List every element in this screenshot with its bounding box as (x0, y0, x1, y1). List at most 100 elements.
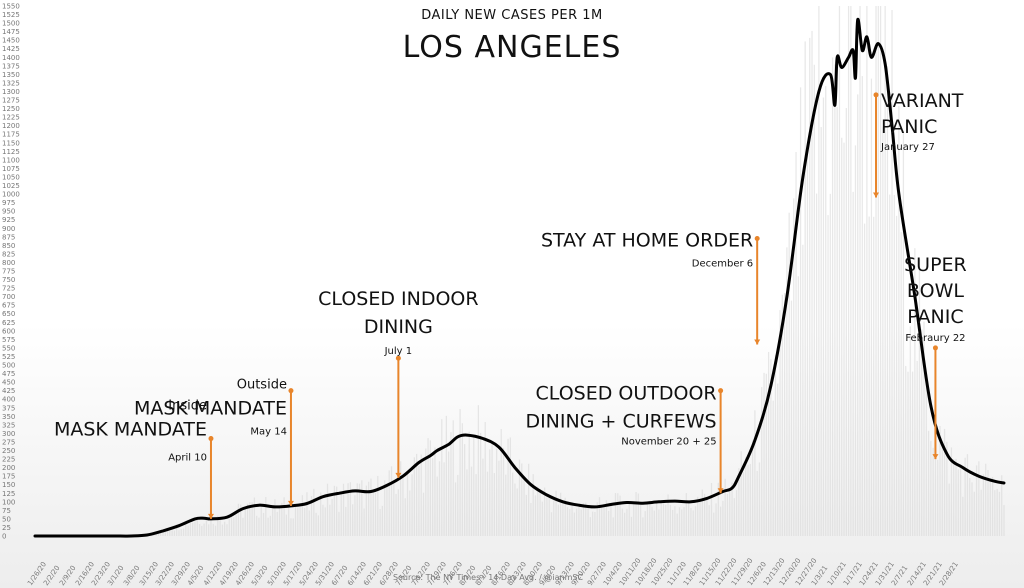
daily-bar (964, 457, 966, 536)
daily-bar (413, 457, 416, 536)
daily-bar (932, 447, 934, 536)
y-tick-label: 1275 (2, 97, 20, 105)
daily-bar (681, 509, 683, 536)
daily-bar (500, 428, 502, 536)
daily-bar (925, 378, 927, 536)
daily-bar (719, 506, 722, 536)
daily-bar (208, 524, 210, 536)
daily-bar (203, 523, 205, 536)
daily-bar (326, 483, 329, 536)
daily-bar (671, 509, 674, 536)
annotation-label: DINING (364, 316, 433, 338)
cases-line (33, 18, 1006, 538)
daily-bar (384, 480, 386, 536)
daily-bar (975, 465, 978, 536)
daily-bar (317, 515, 320, 536)
daily-bar (395, 493, 397, 536)
daily-bar (946, 441, 948, 536)
daily-bar (370, 478, 372, 536)
daily-bar (996, 488, 998, 536)
daily-bar (397, 489, 400, 536)
daily-bar (987, 470, 989, 536)
daily-bar (386, 487, 388, 536)
daily-bar (525, 494, 527, 536)
daily-bar (815, 193, 818, 536)
chart-subtitle: DAILY NEW CASES PER 1M (421, 8, 603, 23)
daily-bar (342, 483, 345, 536)
daily-bar (354, 495, 356, 536)
daily-bar (507, 438, 509, 536)
daily-bar (580, 509, 582, 536)
daily-bar (228, 518, 230, 536)
daily-bar (831, 57, 834, 536)
daily-bar (491, 441, 493, 536)
annotation-date: December 6 (692, 259, 753, 270)
daily-bar (843, 142, 845, 536)
daily-bar (468, 431, 470, 536)
annotation-label: MASK MANDATE (54, 419, 207, 441)
daily-bar (902, 130, 905, 537)
daily-bar (955, 458, 957, 536)
y-tick-label: 775 (2, 268, 15, 276)
daily-bar (518, 459, 521, 536)
daily-bar (788, 212, 790, 536)
daily-bar (763, 372, 765, 536)
daily-bar (356, 483, 358, 536)
daily-bar (765, 373, 767, 536)
daily-bar (665, 504, 667, 536)
y-tick-label: 1125 (2, 148, 20, 156)
daily-bar (480, 432, 482, 536)
annotation-arrow (207, 513, 214, 519)
daily-bar (233, 517, 235, 536)
y-tick-label: 525 (2, 353, 15, 361)
daily-bar (793, 198, 795, 536)
annotation-dot (932, 345, 938, 351)
annotation-dot (288, 388, 294, 394)
annotation-date: November 20 + 25 (621, 437, 716, 448)
daily-bar (969, 477, 971, 536)
y-tick-label: 1075 (2, 165, 20, 173)
daily-bar (614, 493, 617, 536)
daily-bar (594, 511, 596, 536)
daily-bar (639, 505, 642, 536)
daily-bar (836, 106, 838, 537)
daily-bar (683, 507, 685, 536)
daily-bar (361, 480, 363, 536)
daily-bar (596, 502, 598, 536)
daily-bar (966, 454, 969, 536)
daily-bar (294, 506, 297, 536)
daily-bar (368, 481, 370, 536)
daily-bar (564, 497, 566, 536)
daily-bar (420, 454, 422, 536)
daily-bar (799, 87, 802, 536)
daily-bar (749, 463, 751, 536)
daily-bar (825, 86, 827, 537)
daily-bar (493, 473, 495, 536)
y-tick-label: 700 (2, 293, 15, 301)
annotation-label: BOWL (907, 280, 964, 302)
daily-bar (603, 505, 605, 536)
daily-bar (809, 37, 811, 537)
y-tick-label: 950 (2, 208, 15, 216)
daily-bar (315, 512, 317, 536)
daily-bar (729, 488, 731, 536)
daily-bar (713, 512, 715, 536)
daily-bar (450, 432, 452, 536)
daily-bar (246, 503, 249, 536)
daily-bar (162, 531, 164, 536)
daily-bar (448, 451, 450, 536)
y-tick-label: 1325 (2, 79, 20, 87)
daily-bar (566, 507, 569, 536)
daily-bar (891, 10, 893, 537)
daily-bar (706, 498, 708, 536)
daily-bar (756, 470, 758, 536)
daily-bar (192, 522, 194, 536)
daily-bar (475, 474, 477, 536)
daily-bar (409, 490, 411, 536)
daily-bar (237, 503, 240, 536)
daily-bar (267, 517, 269, 536)
daily-bar (553, 499, 555, 536)
daily-bar (299, 506, 301, 536)
daily-bar (457, 474, 459, 536)
